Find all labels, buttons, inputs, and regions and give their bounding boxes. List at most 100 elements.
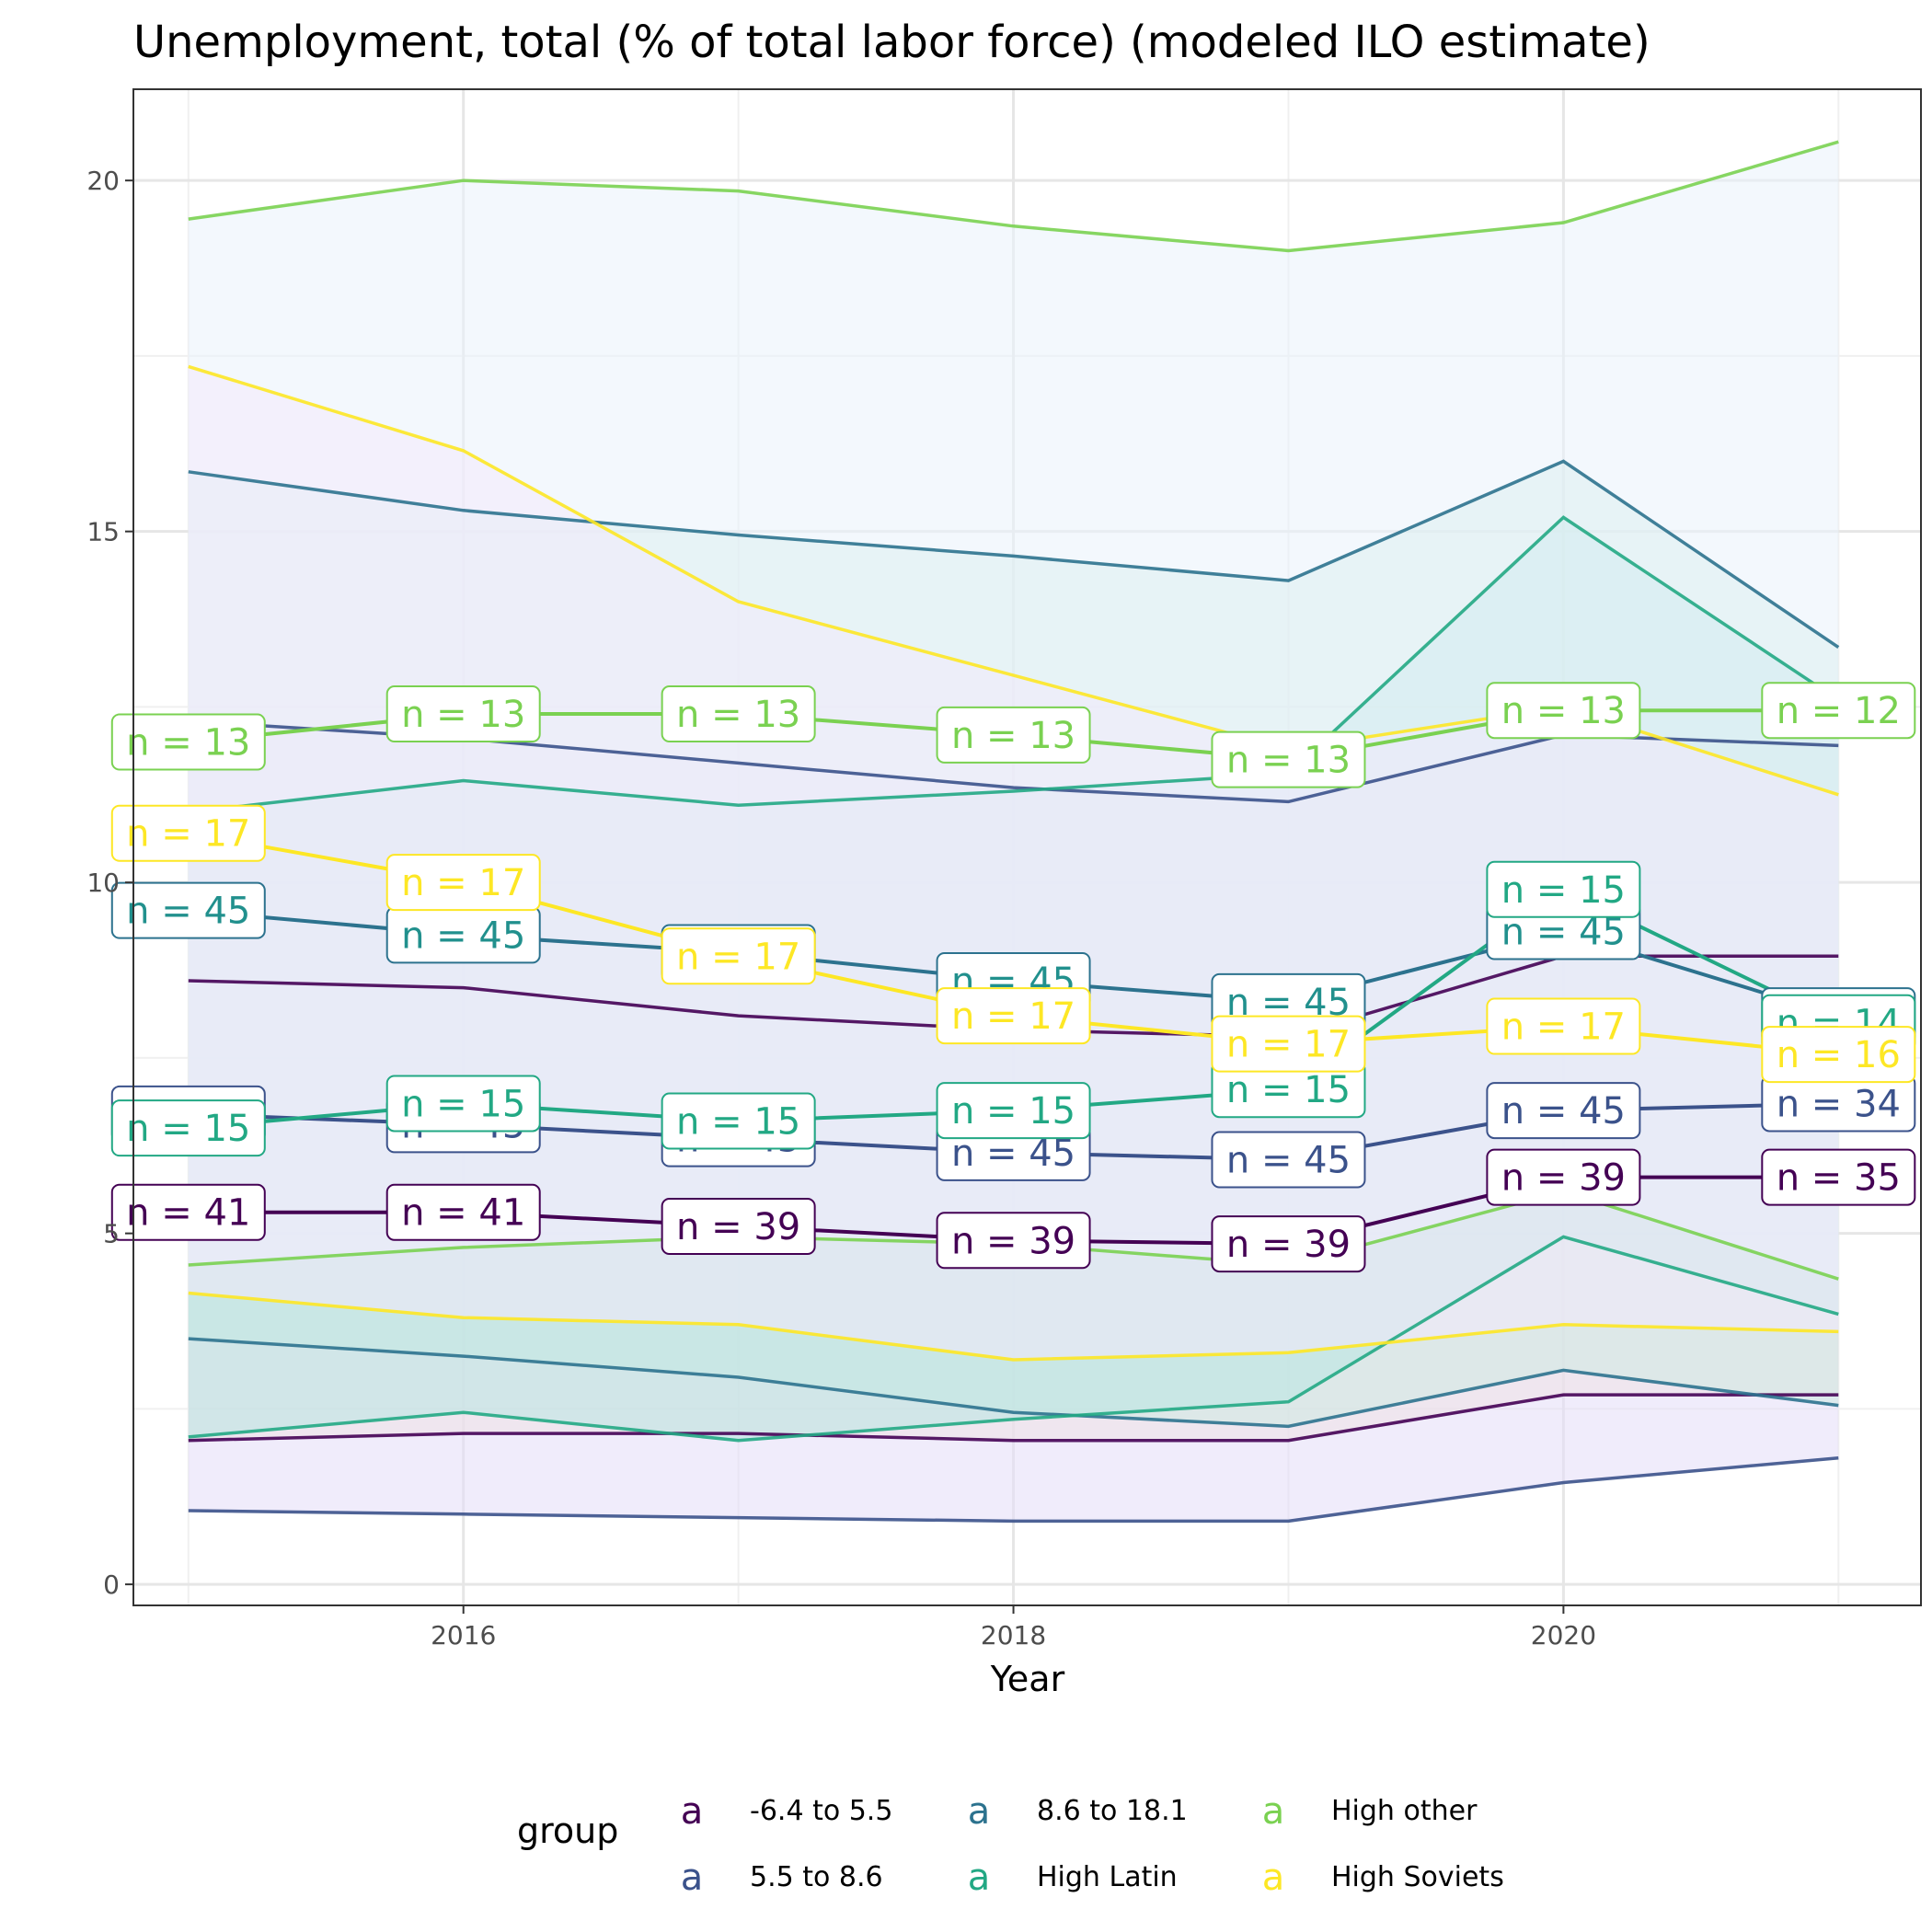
n-label: n = 39: [661, 1198, 816, 1255]
n-label-text: n = 15: [1226, 1069, 1351, 1111]
legend-item: a High Latin: [968, 1857, 1178, 1899]
n-label: n = 15: [1211, 1061, 1366, 1119]
n-label: n = 35: [1761, 1148, 1916, 1206]
legend-label: -6.4 to 5.5: [750, 1795, 892, 1827]
n-label: n = 45: [1486, 1082, 1641, 1140]
n-label: n = 13: [936, 706, 1091, 764]
n-label-text: n = 41: [401, 1192, 525, 1235]
n-label-text: n = 45: [126, 891, 250, 933]
n-label: n = 39: [936, 1212, 1091, 1270]
chart-title: Unemployment, total (% of total labor fo…: [133, 17, 1650, 68]
n-label-box: [1486, 860, 1641, 918]
x-axis-title: Year: [990, 1659, 1065, 1699]
n-label-box: [1761, 1148, 1916, 1206]
n-label-text: n = 16: [1777, 1034, 1901, 1076]
n-label-text: n = 39: [951, 1220, 1075, 1262]
axes: 0 5 10 15 20 2016 2018 2020: [86, 166, 1596, 1650]
n-label: n = 13: [385, 685, 541, 743]
n-label: n = 39: [1211, 1215, 1366, 1273]
n-label-text: n = 15: [1501, 869, 1626, 912]
panel-border: [132, 88, 1922, 1606]
x-tick-label: 2020: [1531, 1620, 1596, 1650]
n-label-box: [936, 987, 1091, 1045]
n-label: n = 15: [110, 1099, 266, 1157]
n-label-box: [1486, 997, 1641, 1055]
legend-item: a High Soviets: [1262, 1857, 1504, 1899]
n-label: n = 41: [385, 1183, 541, 1241]
n-label-box: [110, 804, 266, 862]
n-label: n = 34: [1761, 1075, 1916, 1133]
y-tick-label: 5: [103, 1219, 120, 1249]
n-label: n = 15: [661, 1092, 816, 1150]
n-label-box: [1761, 1026, 1916, 1084]
n-label-box: [936, 1082, 1091, 1140]
n-label-text: n = 13: [676, 694, 800, 736]
upper-line-2: [188, 459, 1840, 650]
n-label-box: [1211, 1215, 1366, 1273]
n-label-box: [1486, 1082, 1641, 1140]
n-label: n = 13: [661, 685, 816, 743]
n-label: n = 17: [1486, 997, 1641, 1055]
y-tick-label: 10: [86, 868, 120, 898]
n-label-text: n = 13: [1501, 690, 1626, 732]
n-label: n = 45: [1211, 1131, 1366, 1189]
legend: a -6.4 to 5.5 a 5.5 to 8.6 a 8.6 to 18.1 a High…: [681, 1790, 1504, 1899]
legend-key: a: [1262, 1857, 1285, 1899]
n-label-text: n = 17: [1226, 1024, 1351, 1066]
n-label: n = 45: [110, 881, 266, 939]
n-label: n = 17: [936, 987, 1091, 1045]
n-label-text: n = 15: [676, 1101, 800, 1144]
n-label: n = 17: [661, 927, 816, 985]
lower-line-5: [188, 1291, 1839, 1362]
legend-item: a High other: [1262, 1790, 1478, 1833]
legend-item: a -6.4 to 5.5: [681, 1790, 893, 1833]
n-label-box: [385, 1183, 541, 1241]
n-label-text: n = 39: [1501, 1157, 1626, 1200]
n-label-text: n = 45: [951, 1133, 1075, 1175]
legend-key: a: [968, 1857, 991, 1899]
n-label-text: n = 35: [1777, 1157, 1901, 1200]
x-tick-label: 2018: [981, 1620, 1046, 1650]
lower-line-0: [188, 1393, 1839, 1443]
n-label-text: n = 45: [1501, 912, 1626, 954]
legend-label: 8.6 to 18.1: [1037, 1795, 1188, 1827]
n-label-box: [110, 713, 266, 771]
n-label-box: [1211, 1131, 1366, 1189]
legend-label: High other: [1331, 1795, 1478, 1827]
n-label-text: n = 13: [401, 694, 525, 736]
n-label-box: [110, 1183, 266, 1241]
n-label-text: n = 39: [1226, 1224, 1351, 1266]
n-label: n = 17: [1211, 1015, 1366, 1073]
lower-line-2: [188, 1337, 1839, 1429]
y-tick-label: 20: [86, 166, 120, 196]
lower-line-3: [188, 1235, 1839, 1443]
n-label-box: [110, 1099, 266, 1157]
n-label-box: [1761, 682, 1916, 740]
n-label: n = 16: [1761, 1026, 1916, 1084]
x-tick-label: 2016: [431, 1620, 496, 1650]
n-label-text: n = 17: [401, 862, 525, 904]
n-label-text: n = 15: [951, 1090, 1075, 1133]
n-label: n = 15: [936, 1082, 1091, 1140]
n-label-box: [936, 706, 1091, 764]
n-label-text: n = 17: [126, 813, 250, 856]
n-label-box: [1486, 1148, 1641, 1206]
n-label-box: [661, 685, 816, 743]
n-label-text: n = 17: [676, 936, 800, 978]
n-label-box: [661, 1092, 816, 1150]
legend-key: a: [681, 1790, 704, 1833]
n-label-text: n = 15: [401, 1083, 525, 1125]
y-tick-label: 0: [103, 1570, 120, 1600]
n-label-text: n = 45: [1501, 1090, 1626, 1133]
legend-label: 5.5 to 8.6: [750, 1861, 883, 1893]
legend-label: High Latin: [1037, 1861, 1178, 1893]
n-label-box: [1211, 1015, 1366, 1073]
n-label: n = 41: [110, 1183, 266, 1241]
lower-line-1: [188, 1456, 1839, 1524]
n-label: n = 15: [1486, 860, 1641, 918]
n-label-box: [385, 1075, 541, 1133]
legend-item: a 8.6 to 18.1: [968, 1790, 1188, 1833]
n-label: n = 17: [385, 854, 541, 912]
y-tick-label: 15: [86, 517, 120, 547]
